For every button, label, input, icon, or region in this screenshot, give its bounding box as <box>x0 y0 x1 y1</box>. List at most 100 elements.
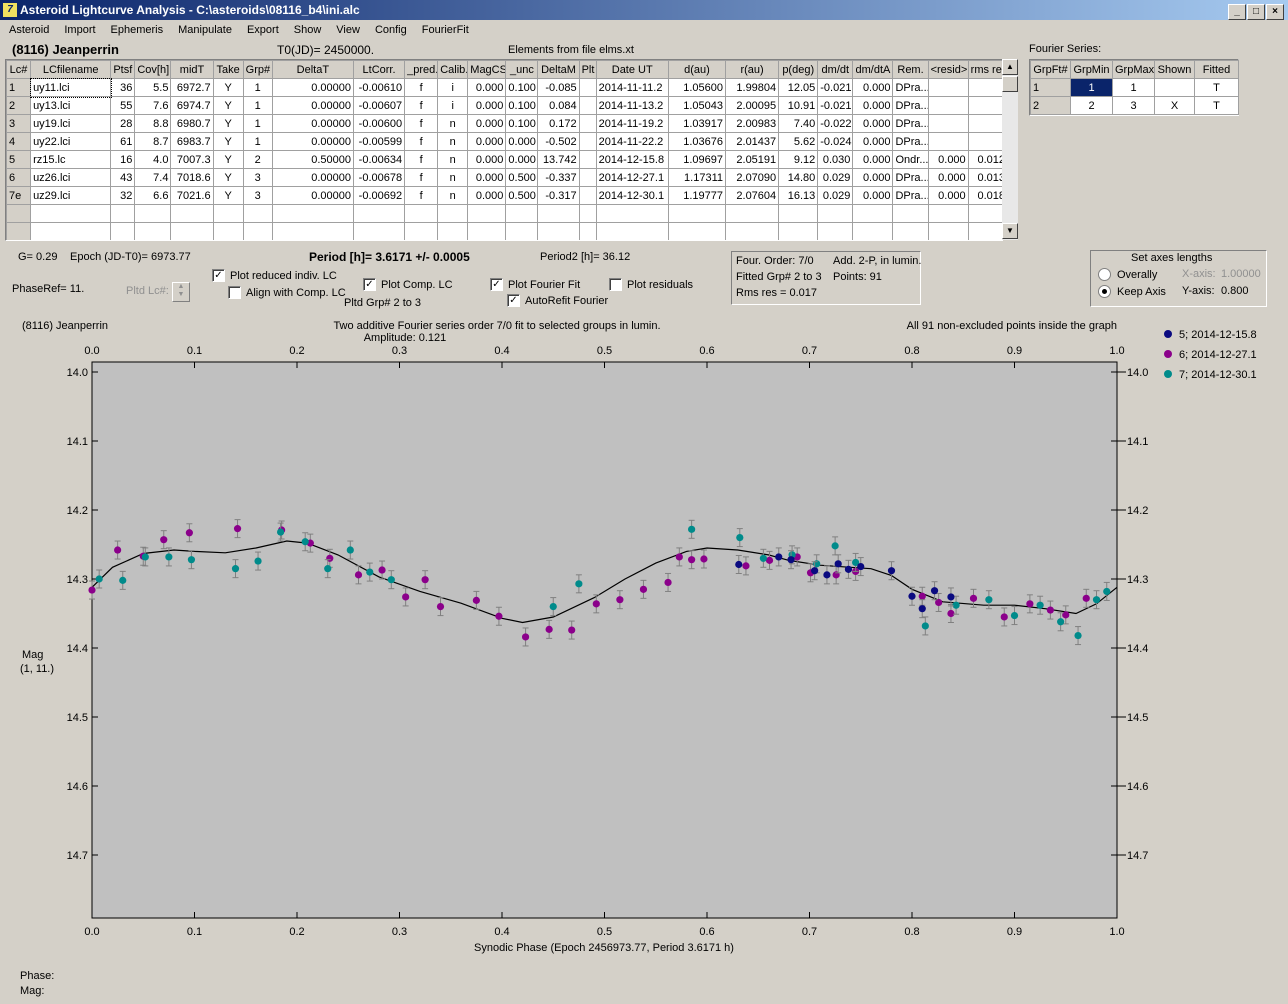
table-cell[interactable]: 1.03676 <box>667 132 727 151</box>
table-cell[interactable] <box>967 222 1002 240</box>
table-cell[interactable]: 14.80 <box>778 168 819 187</box>
table-cell[interactable] <box>578 132 597 151</box>
table-cell[interactable] <box>927 78 969 97</box>
menu-asteroid[interactable]: Asteroid <box>9 24 50 36</box>
table-cell[interactable]: f <box>404 96 439 115</box>
table-cell[interactable]: 0.000 <box>852 78 894 97</box>
table-cell[interactable]: uy19.lci <box>30 114 112 133</box>
table-cell[interactable]: 7.4 <box>134 168 172 187</box>
table-cell[interactable] <box>352 204 406 223</box>
table-cell[interactable]: 7.6 <box>134 96 172 115</box>
table-cell[interactable] <box>404 222 439 240</box>
row-header[interactable] <box>6 204 32 223</box>
table-cell[interactable] <box>437 204 469 223</box>
fourier-cell[interactable]: 2 <box>1070 96 1113 115</box>
table-cell[interactable]: 0.00000 <box>271 186 354 205</box>
plot-reduced-checkbox[interactable]: ✓ Plot reduced indiv. LC <box>212 269 337 282</box>
table-cell[interactable]: uz29.lci <box>30 186 112 205</box>
table-cell[interactable] <box>437 222 469 240</box>
table-cell[interactable]: Y <box>212 96 244 115</box>
table-row[interactable] <box>6 222 1002 240</box>
table-cell[interactable]: 8.8 <box>134 114 172 133</box>
table-cell[interactable]: Y <box>212 186 244 205</box>
column-header[interactable]: DeltaM <box>537 60 580 79</box>
table-cell[interactable]: 0.018 <box>967 186 1002 205</box>
table-cell[interactable]: DPra... <box>892 96 929 115</box>
scroll-down-icon[interactable]: ▼ <box>1002 223 1018 239</box>
table-cell[interactable] <box>927 204 969 223</box>
table-cell[interactable] <box>134 222 172 240</box>
table-cell[interactable]: 0.000 <box>927 150 969 169</box>
table-cell[interactable] <box>110 222 136 240</box>
table-cell[interactable]: 1.05043 <box>667 96 727 115</box>
lightcurve-chart[interactable]: (8116) Jeanperrin Two additive Fourier s… <box>0 308 1288 968</box>
column-header[interactable]: Rem. <box>892 60 929 79</box>
table-cell[interactable] <box>967 114 1002 133</box>
fourier-cell[interactable] <box>1154 78 1195 97</box>
table-cell[interactable]: 0.000 <box>467 78 507 97</box>
column-header[interactable]: midT <box>170 60 214 79</box>
table-cell[interactable]: 55 <box>110 96 136 115</box>
table-cell[interactable] <box>927 132 969 151</box>
overally-radio[interactable]: Overally <box>1098 268 1157 281</box>
table-cell[interactable]: 2 <box>242 150 273 169</box>
table-cell[interactable]: 2014-12-15.8 <box>595 150 669 169</box>
table-cell[interactable] <box>242 222 273 240</box>
table-row[interactable]: 5 rz15.lc 16 4.0 7007.3 Y 2 0.50000 -0.00634 f n 0.… <box>6 150 1002 169</box>
keep-axis-radio[interactable]: Keep Axis <box>1098 285 1166 298</box>
table-cell[interactable]: 6974.7 <box>170 96 214 115</box>
menu-manipulate[interactable]: Manipulate <box>178 24 232 36</box>
table-cell[interactable] <box>817 204 854 223</box>
table-cell[interactable]: 7021.6 <box>170 186 214 205</box>
table-cell[interactable]: 6983.7 <box>170 132 214 151</box>
table-row[interactable]: 2 uy13.lci 55 7.6 6974.7 Y 1 0.00000 -0.00607 f i 0… <box>6 96 1002 115</box>
table-cell[interactable]: 1.03917 <box>667 114 727 133</box>
table-cell[interactable]: 0.000 <box>505 150 539 169</box>
table-cell[interactable]: 0.029 <box>817 186 854 205</box>
autorefit-checkbox[interactable]: ✓ AutoRefit Fourier <box>507 294 608 307</box>
table-cell[interactable]: 5.5 <box>134 78 172 97</box>
column-header[interactable]: Take <box>212 60 244 79</box>
menu-show[interactable]: Show <box>293 24 322 36</box>
scroll-thumb[interactable] <box>1002 76 1018 92</box>
column-header[interactable]: MagCS <box>467 60 507 79</box>
table-cell[interactable]: 0.00000 <box>271 96 354 115</box>
table-cell[interactable]: 61 <box>110 132 136 151</box>
table-cell[interactable]: 2.00095 <box>724 96 780 115</box>
row-header[interactable]: 7e <box>6 186 32 205</box>
table-cell[interactable]: 2.01437 <box>724 132 780 151</box>
table-cell[interactable]: 2014-11-11.2 <box>595 78 669 97</box>
table-cell[interactable]: 0.000 <box>467 150 507 169</box>
table-row[interactable] <box>6 204 1002 223</box>
table-cell[interactable]: 0.100 <box>505 114 539 133</box>
column-header[interactable]: dm/dtA <box>852 60 894 79</box>
plot-fourier-checkbox[interactable]: ✓ Plot Fourier Fit <box>490 278 580 291</box>
table-cell[interactable]: -0.502 <box>537 132 580 151</box>
table-cell[interactable]: 10.91 <box>778 96 819 115</box>
table-cell[interactable] <box>578 222 597 240</box>
table-cell[interactable]: -0.00600 <box>352 114 406 133</box>
table-cell[interactable] <box>170 222 214 240</box>
table-cell[interactable]: 0.000 <box>852 186 894 205</box>
row-header[interactable]: 2 <box>6 96 32 115</box>
table-cell[interactable]: 0.000 <box>852 168 894 187</box>
column-header[interactable]: Calib. <box>437 60 469 79</box>
table-cell[interactable]: Ondr... <box>892 150 929 169</box>
table-cell[interactable]: -0.00599 <box>352 132 406 151</box>
table-cell[interactable]: 2014-11-13.2 <box>595 96 669 115</box>
table-cell[interactable]: -0.317 <box>537 186 580 205</box>
table-cell[interactable]: uy11.lci <box>29 77 112 98</box>
table-cell[interactable] <box>467 222 507 240</box>
table-cell[interactable]: -0.337 <box>537 168 580 187</box>
column-header[interactable]: <resid> <box>927 60 969 79</box>
table-cell[interactable]: 16.13 <box>778 186 819 205</box>
table-cell[interactable]: 0.012 <box>967 150 1002 169</box>
table-cell[interactable]: f <box>404 132 439 151</box>
table-cell[interactable] <box>242 204 273 223</box>
table-cell[interactable]: -0.00634 <box>352 150 406 169</box>
table-cell[interactable]: 7007.3 <box>170 150 214 169</box>
table-cell[interactable]: i <box>437 96 469 115</box>
fourier-cell[interactable]: 1 <box>1112 78 1155 97</box>
fourier-cell[interactable]: T <box>1194 96 1239 115</box>
